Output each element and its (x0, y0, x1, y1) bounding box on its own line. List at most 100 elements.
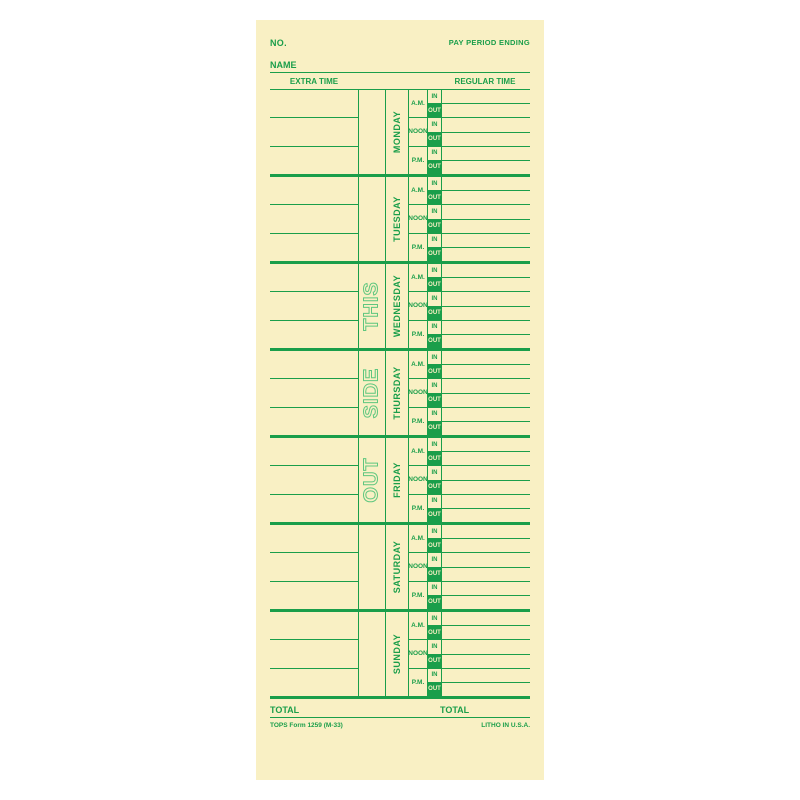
day-name: FRIDAY (392, 462, 402, 498)
regular-time-line (442, 177, 530, 191)
regular-time-line (442, 307, 530, 321)
extra-time-header: EXTRA TIME (270, 77, 358, 86)
extra-time-line (270, 321, 358, 348)
center-column: OUTFRIDAYA.M.NOONP.M.INOUTINOUTINOUT (358, 438, 442, 522)
inout-cell: INOUTINOUTINOUT (428, 612, 441, 696)
extra-time-line (270, 379, 358, 407)
watermark-cell (359, 177, 386, 261)
extra-time-line (270, 177, 358, 205)
period-cell: A.M.NOONP.M. (409, 525, 428, 609)
inout-cell: INOUTINOUTINOUT (428, 177, 441, 261)
inout-cell: INOUTINOUTINOUT (428, 90, 441, 174)
regular-time-line (442, 220, 530, 234)
card-footer: TOPS Form 1259 (M-33) LITHO IN U.S.A. (270, 722, 530, 729)
regular-time-line (442, 596, 530, 609)
day-block: SUNDAYA.M.NOONP.M.INOUTINOUTINOUT (270, 612, 530, 699)
regular-time-line (442, 379, 530, 393)
period-label: NOON (409, 205, 427, 233)
regular-time-line (442, 248, 530, 261)
center-column: SIDETHURSDAYA.M.NOONP.M.INOUTINOUTINOUT (358, 351, 442, 435)
regular-time-line (442, 133, 530, 147)
total-extra-label: TOTAL (270, 705, 358, 715)
out-label: OUT (428, 568, 441, 582)
period-cell: A.M.NOONP.M. (409, 177, 428, 261)
out-label: OUT (428, 422, 441, 435)
day-name: TUESDAY (392, 196, 402, 242)
period-label: A.M. (409, 438, 427, 466)
day-name-cell: THURSDAY (386, 351, 409, 435)
out-label: OUT (428, 481, 441, 495)
watermark-text: SIDE (361, 368, 384, 419)
center-column: SUNDAYA.M.NOONP.M.INOUTINOUTINOUT (358, 612, 442, 696)
regular-time-line (442, 525, 530, 539)
name-row: NAME (270, 60, 530, 73)
period-cell: A.M.NOONP.M. (409, 612, 428, 696)
regular-time-line (442, 191, 530, 205)
in-label: IN (428, 438, 441, 452)
extra-time-column (270, 264, 358, 348)
day-name-cell: SUNDAY (386, 612, 409, 696)
regular-time-column (442, 351, 530, 435)
day-name-cell: TUESDAY (386, 177, 409, 261)
in-label: IN (428, 118, 441, 132)
extra-time-line (270, 438, 358, 466)
regular-time-column (442, 612, 530, 696)
form-number: TOPS Form 1259 (M-33) (270, 722, 343, 729)
period-label: A.M. (409, 612, 427, 640)
day-block: SATURDAYA.M.NOONP.M.INOUTINOUTINOUT (270, 525, 530, 612)
regular-time-header: REGULAR TIME (440, 77, 530, 86)
regular-time-line (442, 365, 530, 379)
regular-time-line (442, 335, 530, 348)
regular-time-column (442, 525, 530, 609)
out-label: OUT (428, 539, 441, 553)
day-name: WEDNESDAY (392, 275, 402, 337)
regular-time-line (442, 118, 530, 132)
extra-time-line (270, 90, 358, 118)
day-block: THISWEDNESDAYA.M.NOONP.M.INOUTINOUTINOUT (270, 264, 530, 351)
in-label: IN (428, 640, 441, 654)
regular-time-line (442, 321, 530, 335)
regular-time-line (442, 422, 530, 435)
time-grid: MONDAYA.M.NOONP.M.INOUTINOUTINOUTTUESDAY… (270, 90, 530, 699)
period-label: NOON (409, 553, 427, 581)
regular-time-line (442, 292, 530, 306)
regular-time-column (442, 438, 530, 522)
period-label: A.M. (409, 525, 427, 553)
inout-cell: INOUTINOUTINOUT (428, 264, 441, 348)
out-label: OUT (428, 596, 441, 609)
in-label: IN (428, 669, 441, 683)
period-label: P.M. (409, 321, 427, 348)
totals-row: TOTAL TOTAL (270, 699, 530, 718)
in-label: IN (428, 351, 441, 365)
extra-time-line (270, 553, 358, 581)
watermark-text: OUT (361, 457, 384, 502)
period-label: NOON (409, 640, 427, 668)
out-label: OUT (428, 335, 441, 348)
regular-time-line (442, 104, 530, 118)
period-label: NOON (409, 466, 427, 494)
regular-time-line (442, 351, 530, 365)
period-label: A.M. (409, 351, 427, 379)
extra-time-line (270, 612, 358, 640)
in-label: IN (428, 205, 441, 219)
extra-time-line (270, 292, 358, 320)
day-name-cell: WEDNESDAY (386, 264, 409, 348)
period-label: A.M. (409, 264, 427, 292)
period-label: NOON (409, 118, 427, 146)
regular-time-line (442, 264, 530, 278)
out-label: OUT (428, 278, 441, 292)
regular-time-line (442, 234, 530, 248)
regular-time-line (442, 683, 530, 696)
regular-time-line (442, 626, 530, 640)
extra-time-line (270, 234, 358, 261)
in-label: IN (428, 495, 441, 509)
extra-time-line (270, 466, 358, 494)
out-label: OUT (428, 133, 441, 147)
in-label: IN (428, 264, 441, 278)
card-header: NO. PAY PERIOD ENDING NAME (256, 20, 544, 73)
extra-time-column (270, 177, 358, 261)
day-name: THURSDAY (392, 366, 402, 419)
regular-time-line (442, 394, 530, 408)
out-label: OUT (428, 365, 441, 379)
watermark-cell: SIDE (359, 351, 386, 435)
